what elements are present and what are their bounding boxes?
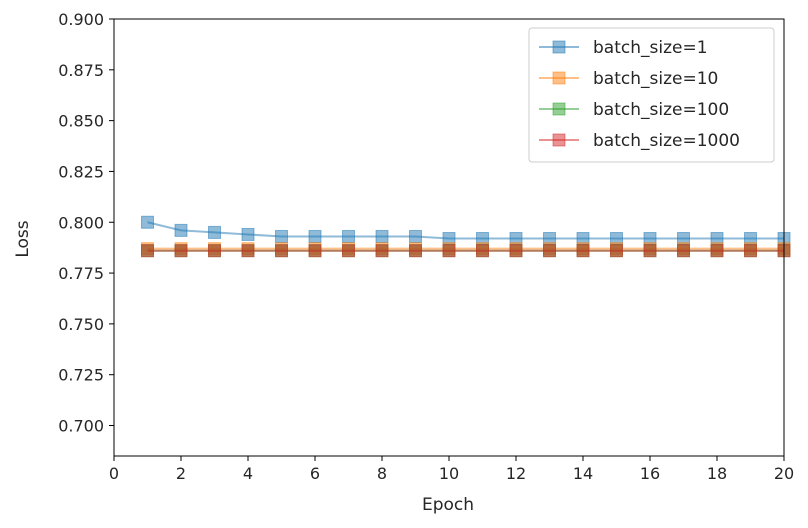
- data-point: [275, 244, 288, 258]
- data-point: [643, 244, 657, 258]
- data-point: [241, 227, 255, 241]
- y-axis: 0.700 0.725 0.750 0.775 0.800 0.825 0.850 0.875…: [58, 10, 114, 436]
- legend-marker: [552, 40, 566, 54]
- data-point: [476, 244, 489, 258]
- data-point: [174, 244, 188, 258]
- data-point: [141, 215, 154, 229]
- legend: batch_size=1 batch_size=10 batch_size=100b…: [528, 27, 775, 163]
- y-tick-label: 0.875: [58, 61, 104, 80]
- data-point: [409, 244, 422, 258]
- x-axis-label: Epoch: [422, 495, 474, 515]
- legend-label: batch_size=1000: [593, 131, 740, 151]
- y-tick-label: 0.825: [58, 162, 104, 181]
- x-tick-label: 8: [377, 464, 387, 483]
- y-tick-label: 0.700: [58, 417, 104, 436]
- y-tick-label: 0.750: [58, 315, 104, 334]
- legend-marker: [552, 71, 566, 85]
- x-tick-label: 10: [439, 464, 459, 483]
- series-3: [141, 244, 791, 258]
- y-tick-label: 0.900: [58, 10, 104, 29]
- x-tick-label: 20: [774, 464, 794, 483]
- legend-item-3: batch_size=1000: [539, 131, 740, 151]
- data-point: [275, 229, 288, 243]
- plot-area: [113, 18, 791, 457]
- data-point: [241, 244, 255, 258]
- data-point: [576, 244, 590, 258]
- y-tick-label: 0.800: [58, 213, 104, 232]
- data-point: [308, 229, 322, 243]
- x-tick-label: 4: [243, 464, 253, 483]
- x-tick-label: 0: [109, 464, 119, 483]
- data-point: [342, 229, 355, 243]
- x-axis: 0 2 4 6 8 10 12 14 16 18 20: [109, 456, 794, 483]
- y-tick-label: 0.850: [58, 112, 104, 131]
- legend-marker: [552, 133, 566, 147]
- legend-label: batch_size=100: [593, 100, 729, 120]
- data-point: [509, 244, 523, 258]
- legend-marker: [552, 102, 566, 116]
- x-tick-label: 12: [506, 464, 526, 483]
- data-point: [141, 244, 154, 258]
- data-point: [610, 244, 623, 258]
- y-tick-label: 0.725: [58, 366, 104, 385]
- y-tick-label: 0.775: [58, 264, 104, 283]
- data-point: [308, 244, 322, 258]
- series-0: [141, 215, 791, 246]
- data-point: [710, 244, 724, 258]
- x-tick-label: 16: [640, 464, 660, 483]
- legend-label: batch_size=10: [593, 69, 718, 89]
- legend-label: batch_size=1: [593, 38, 708, 58]
- x-tick-label: 6: [310, 464, 320, 483]
- x-tick-label: 2: [176, 464, 186, 483]
- legend-item-2: batch_size=100: [539, 100, 729, 120]
- data-point: [174, 223, 188, 237]
- data-point: [208, 244, 221, 258]
- data-point: [543, 244, 556, 258]
- legend-item-1: batch_size=10: [539, 69, 718, 89]
- data-point: [208, 225, 221, 239]
- data-point: [342, 244, 355, 258]
- data-point: [442, 244, 456, 258]
- data-point: [375, 244, 389, 258]
- y-axis-label: Loss: [13, 220, 33, 257]
- x-tick-label: 18: [707, 464, 727, 483]
- legend-item-0: batch_size=1: [539, 38, 708, 58]
- data-point: [409, 229, 422, 243]
- data-point: [744, 244, 757, 258]
- data-point: [375, 229, 389, 243]
- data-point: [677, 244, 690, 258]
- x-tick-label: 14: [573, 464, 593, 483]
- legend-box: [528, 27, 775, 163]
